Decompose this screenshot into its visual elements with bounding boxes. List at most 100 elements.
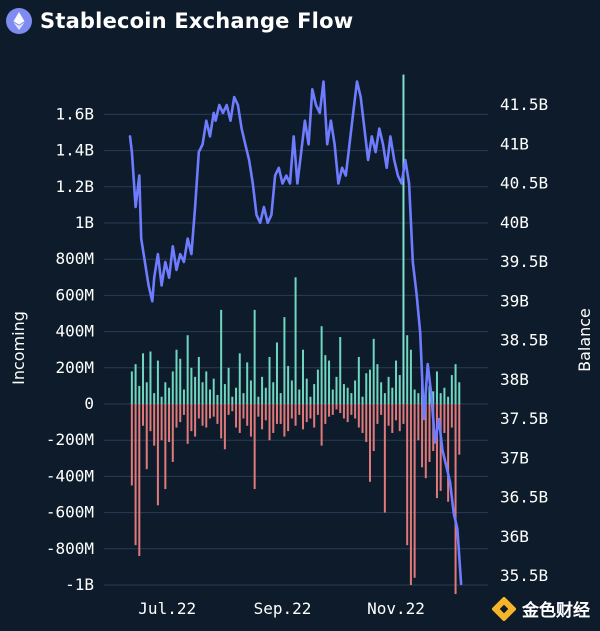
- inflow-bar: [261, 376, 264, 404]
- inflow-bar: [320, 326, 323, 404]
- inflow-bar: [298, 389, 301, 404]
- right-tick-label: 38B: [500, 370, 529, 389]
- outflow-bar: [246, 404, 249, 426]
- left-axis-ticks: 1.6B 1.4B 1.2B 1B 800M 600M 400M 200M 0 -200M -400…: [46, 104, 94, 594]
- right-axis-ticks: 41.5B 41B 40.5B 40B 39.5B 39B 38.5B 38B 37.5B 37B…: [500, 95, 548, 585]
- outflow-bar: [417, 404, 420, 441]
- outflow-bar: [160, 404, 163, 441]
- inflow-bar: [283, 317, 286, 404]
- outflow-bar: [294, 404, 297, 426]
- inflow-bar: [246, 362, 249, 404]
- inflow-bar: [439, 393, 442, 404]
- inflow-bar: [406, 335, 409, 404]
- outflow-bar: [387, 404, 390, 426]
- chart-header: Stablecoin Exchange Flow: [6, 8, 353, 34]
- outflow-bar: [447, 404, 450, 502]
- inflow-bar: [134, 364, 137, 404]
- inflow-bar: [138, 385, 141, 404]
- inflow-bar: [380, 382, 383, 404]
- left-tick-label: 1B: [75, 213, 94, 232]
- inflow-bar: [409, 349, 412, 404]
- outflow-bar: [201, 404, 204, 426]
- inflow-bar: [175, 349, 178, 404]
- x-axis-ticks: Jul.22 Sep.22 Nov.22: [138, 599, 425, 618]
- right-tick-label: 39B: [500, 291, 529, 310]
- ethereum-icon: [6, 8, 32, 34]
- inflow-bar: [235, 387, 238, 404]
- outflow-bar: [421, 404, 424, 468]
- inflow-bar: [413, 389, 416, 404]
- outflow-bar: [149, 404, 152, 432]
- left-tick-label: -800M: [46, 539, 94, 558]
- outflow-bar: [298, 404, 301, 415]
- inflow-bar: [194, 376, 197, 404]
- outflow-bar: [428, 404, 431, 462]
- inflow-bar: [391, 387, 394, 404]
- outflow-bar: [409, 404, 412, 585]
- outflow-bar: [391, 404, 394, 433]
- outflow-bar: [283, 404, 286, 437]
- outflow-bar: [376, 404, 379, 424]
- inflow-bar: [365, 373, 368, 404]
- inflow-bar: [335, 376, 338, 404]
- left-tick-label: -1B: [65, 575, 94, 594]
- outflow-bar: [205, 404, 208, 428]
- inflow-bar: [398, 375, 401, 404]
- inflow-bar: [249, 380, 252, 404]
- left-tick-label: -400M: [46, 466, 94, 485]
- inflow-bar: [372, 338, 375, 404]
- outflow-bar: [365, 404, 368, 443]
- jinse-logo-icon: [492, 596, 516, 621]
- outflow-bar: [179, 404, 182, 423]
- outflow-bar: [216, 404, 219, 424]
- outflow-bar: [138, 404, 141, 557]
- inflow-bar: [227, 367, 230, 404]
- inflow-bar: [257, 396, 260, 404]
- inflow-bar: [447, 396, 450, 404]
- outflow-bar: [142, 404, 145, 426]
- inflow-bar: [458, 382, 461, 404]
- inflow-bar: [339, 337, 342, 404]
- outflow-bar: [354, 404, 357, 419]
- outflow-bar: [316, 404, 319, 415]
- outflow-bar: [380, 404, 383, 415]
- inflow-bar: [354, 380, 357, 404]
- outflow-bar: [190, 404, 193, 432]
- inflow-bar: [383, 393, 386, 404]
- inflow-bar: [186, 335, 189, 404]
- inflow-bar: [287, 365, 290, 404]
- balance-series: [128, 80, 463, 586]
- inflow-bar: [428, 385, 431, 404]
- outflow-bar: [398, 404, 401, 432]
- inflow-bar: [160, 396, 163, 404]
- right-axis-title: Balance: [575, 308, 594, 372]
- outflow-bar: [305, 404, 308, 423]
- inflow-bar: [220, 309, 223, 404]
- right-tick-label: 38.5B: [500, 331, 548, 350]
- outflow-bar: [339, 404, 342, 414]
- watermark-text: 金色财经: [522, 601, 590, 621]
- outflow-bar: [309, 404, 312, 419]
- left-tick-label: 600M: [55, 285, 94, 304]
- inflow-bar: [179, 358, 182, 404]
- outflow-bar: [350, 404, 353, 415]
- inflow-bar: [350, 393, 353, 404]
- inflow-bar: [197, 356, 200, 404]
- right-tick-label: 36B: [500, 527, 529, 546]
- outflow-bar: [175, 404, 178, 428]
- left-tick-label: -600M: [46, 503, 94, 522]
- inflow-bar: [305, 378, 308, 404]
- outflow-bar: [290, 404, 293, 419]
- inflow-bar: [156, 360, 159, 404]
- outflow-bar: [264, 404, 267, 421]
- inflow-bar: [231, 396, 234, 404]
- inflow-bar: [223, 384, 226, 404]
- right-tick-label: 40.5B: [500, 174, 548, 193]
- left-tick-label: 1.6B: [55, 104, 94, 123]
- outflow-bar: [357, 404, 360, 428]
- left-tick-label: 1.2B: [55, 177, 94, 196]
- watermark: 金色财经: [492, 596, 590, 621]
- outflow-bar: [231, 404, 234, 412]
- outflow-bar: [402, 404, 405, 424]
